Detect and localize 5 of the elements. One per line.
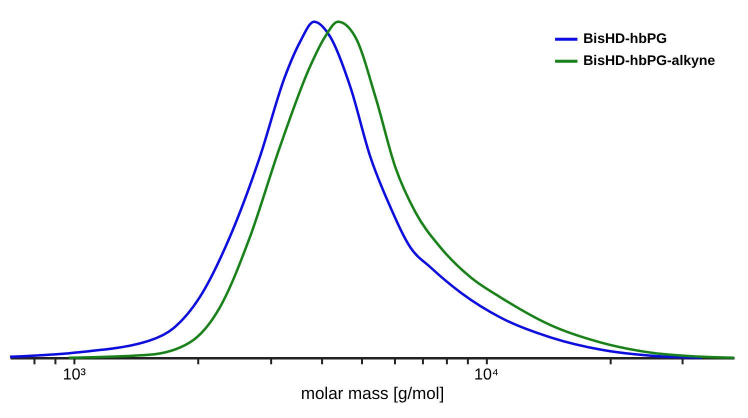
x-axis-title: molar mass [g/mol] — [300, 384, 444, 404]
legend-label: BisHD-hbPG — [583, 30, 668, 46]
x-tick-label: 10³ — [62, 366, 86, 384]
x-tick-label: 10⁴ — [474, 366, 499, 384]
legend-label: BisHD-hbPG-alkyne — [583, 52, 716, 68]
